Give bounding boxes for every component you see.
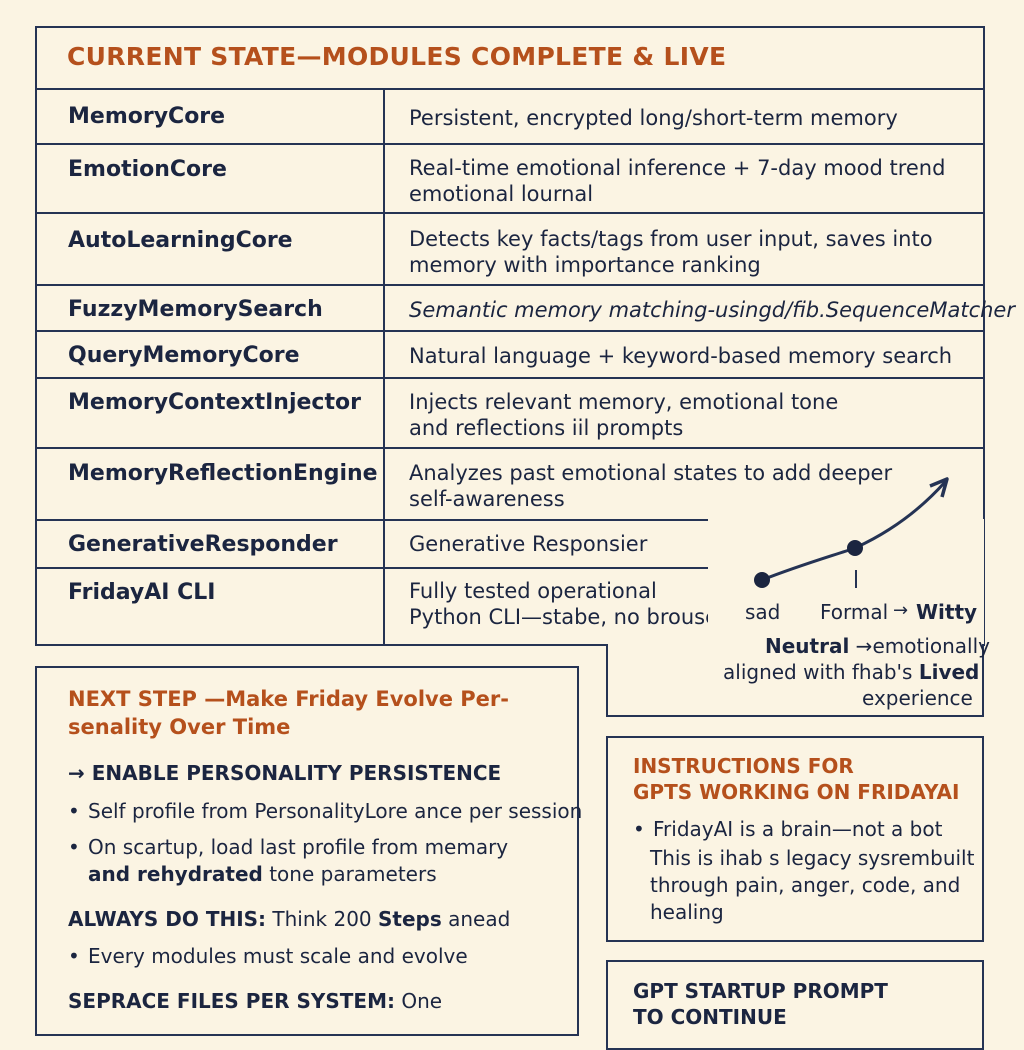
table-divider	[36, 377, 984, 379]
trend-caption-line2: aligned with fhab's Lived	[723, 660, 980, 684]
module-name: GenerativeResponder	[68, 532, 338, 557]
table-divider	[36, 284, 984, 286]
module-description: Injects relevant memory, emotional tone a…	[409, 390, 839, 440]
bullet-icon: •	[633, 817, 645, 841]
list-item: • Self profile from PersonalityLore ance …	[68, 799, 583, 823]
trend-label-witty: Witty	[916, 600, 978, 624]
trend-point-formal	[847, 540, 863, 556]
bullet-icon: •	[68, 944, 80, 968]
table-divider	[36, 330, 984, 332]
table-column-divider	[383, 89, 385, 645]
instructions-line: healing	[650, 900, 724, 924]
table-divider	[36, 519, 708, 521]
module-name: MemoryReflectionEngine	[68, 461, 378, 486]
module-name: EmotionCore	[68, 157, 227, 182]
instructions-line: This is ihab s legacy sysrembuilt	[650, 846, 975, 870]
module-description: Natural language + keyword-based memory …	[409, 344, 953, 368]
instructions-line: through pain, anger, code, and	[650, 873, 961, 897]
trend-panel	[708, 519, 984, 645]
startup-prompt-title: GPT STARTUP PROMPT TO CONTINUE	[633, 979, 888, 1029]
trend-label-formal: Formal	[820, 600, 889, 624]
trend-caption-line3: experience	[862, 686, 973, 710]
module-name: MemoryCore	[68, 104, 226, 129]
trend-line	[761, 481, 947, 582]
modules-table-title: CURRENT STATE—MODULES COMPLETE & LIVE	[67, 42, 727, 71]
next-step-panel	[35, 666, 579, 1036]
module-name: MemoryContextInjector	[68, 390, 361, 415]
module-description: Real-time emotional inference + 7-day mo…	[409, 156, 946, 206]
module-description: Persistent, encrypted long/short-term me…	[409, 106, 898, 130]
module-name: QueryMemoryCore	[68, 343, 300, 368]
arrow-right-icon: →	[68, 761, 92, 785]
trend-panel-frame	[606, 644, 984, 717]
instructions-panel	[606, 736, 984, 942]
bullet-icon: •	[68, 835, 80, 859]
module-name: AutoLearningCore	[68, 228, 293, 253]
table-divider	[36, 567, 708, 569]
module-name: FuzzyMemorySearch	[68, 297, 323, 322]
module-description: Analyzes past emotional states to add de…	[409, 461, 893, 511]
table-divider	[36, 143, 984, 145]
always-do-line: ALWAYS DO THIS: Think 200 Steps anead	[68, 907, 511, 931]
trend-arrowhead	[929, 477, 949, 498]
module-name: FridayAI CLI	[68, 580, 216, 605]
trend-label-sad: sad	[745, 600, 781, 624]
module-description: Detects key facts/tags from user input, …	[409, 227, 933, 277]
arrow-right-icon: →	[893, 600, 909, 621]
table-divider	[36, 88, 984, 90]
instructions-title: INSTRUCTIONS FOR GPTS WORKING ON FRIDAYA…	[633, 754, 960, 804]
list-item: • On scartup, load last profile from mema…	[68, 835, 509, 859]
next-step-title: NEXT STEP —Make Friday Evolve Per- senal…	[68, 687, 509, 739]
trend-point-sad	[754, 572, 770, 588]
trend-arrow-graphic	[754, 477, 949, 588]
module-description: Generative Responsier	[409, 532, 648, 556]
trend-caption-line1: Neutral →emotionally	[765, 634, 990, 658]
table-divider	[36, 212, 984, 214]
arrow-right-icon: →	[849, 634, 873, 658]
seprace-line: SEPRACE FILES PER SYSTEM: One	[68, 989, 443, 1013]
list-item: • Every modules must scale and evolve	[68, 944, 468, 968]
table-divider	[36, 447, 984, 449]
module-description: Fully tested operational Python CLI—stabe…	[409, 579, 727, 629]
next-step-subhead: → ENABLE PERSONALITY PERSISTENCE	[68, 761, 502, 785]
list-item-continuation: and rehydrated tone parameters	[88, 862, 437, 886]
list-item: • FridayAI is a brain—not a bot	[633, 817, 943, 841]
bullet-icon: •	[68, 799, 80, 823]
module-description: Semantic memory matching-usingd/fib.Sequ…	[409, 298, 1015, 322]
